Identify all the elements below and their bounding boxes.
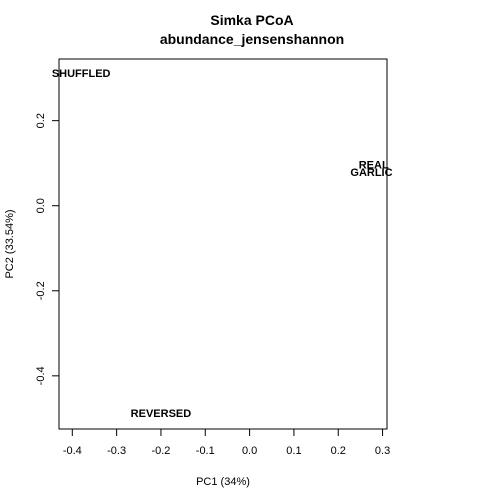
point-label-real: REAL	[359, 159, 389, 171]
y-tick-label: 0.0	[35, 198, 47, 213]
y-tick-label: -0.4	[35, 366, 47, 385]
x-tick-label: -0.4	[63, 445, 82, 457]
y-tick-label: -0.2	[35, 281, 47, 300]
x-tick-label: 0.1	[286, 445, 301, 457]
plot-area	[58, 58, 388, 430]
x-tick-label: 0.3	[375, 445, 390, 457]
x-tick-label: 0.0	[242, 445, 257, 457]
point-label-shuffled: SHUFFLED	[52, 68, 111, 80]
point-label-garlic: GARLIC	[350, 167, 392, 179]
x-tick-label: -0.1	[196, 445, 215, 457]
x-tick-label: 0.2	[331, 445, 346, 457]
x-tick-label: -0.3	[107, 445, 126, 457]
y-axis-label: PC2 (33.54%)	[4, 209, 16, 278]
x-axis-label: PC1 (34%)	[196, 476, 250, 488]
y-axis: -0.4 -0.2 0.0 0.2	[35, 113, 60, 385]
x-tick-label: -0.2	[151, 445, 170, 457]
chart-title: Simka PCoA	[210, 12, 293, 28]
chart-subtitle: abundance_jensenshannon	[160, 31, 344, 47]
y-tick-label: 0.2	[35, 113, 47, 128]
x-axis: -0.4 -0.3 -0.2 -0.1 0.0 0.1 0.2 0.3	[63, 428, 390, 457]
point-label-reversed: REVERSED	[131, 408, 192, 420]
